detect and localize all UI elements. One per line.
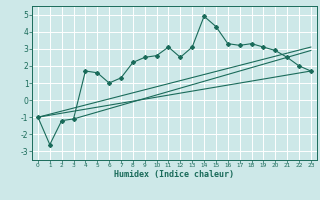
X-axis label: Humidex (Indice chaleur): Humidex (Indice chaleur) bbox=[115, 170, 234, 179]
